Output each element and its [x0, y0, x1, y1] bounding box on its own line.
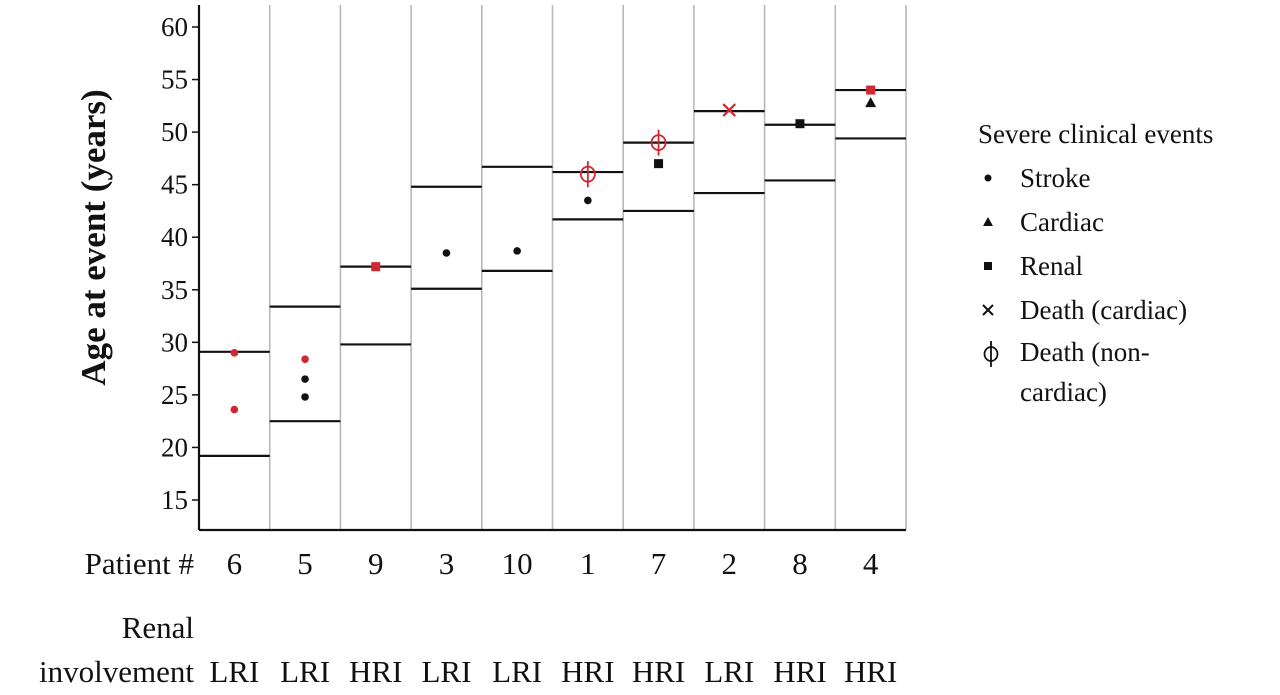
cardiac-event-point	[865, 97, 877, 108]
patient-id-label: 10	[502, 546, 533, 581]
stroke-event-point	[584, 196, 592, 205]
phi-icon	[978, 332, 1020, 376]
square-icon	[978, 244, 1020, 288]
legend-item-cardiac: Cardiac	[978, 200, 1278, 244]
y-tick-label: 60	[161, 12, 188, 42]
renal-involvement-label: LRI	[704, 654, 754, 689]
legend-item-renal: Renal	[978, 244, 1278, 288]
legend-label-death-cardiac: Death (cardiac)	[1020, 295, 1188, 325]
y-tick-label: 30	[161, 327, 188, 357]
triangle-icon	[978, 200, 1020, 244]
legend-title: Severe clinical events	[978, 119, 1214, 149]
renal-row-label: Renal	[122, 610, 194, 645]
renal-involvement-label: HRI	[561, 654, 614, 689]
y-tick-label: 45	[161, 170, 188, 200]
renal-involvement-label: HRI	[773, 654, 826, 689]
legend-label-renal: Renal	[1020, 251, 1083, 281]
stroke-event-point	[230, 405, 239, 414]
legend-label-cardiac: Cardiac	[1020, 207, 1104, 237]
renal-event-point	[371, 262, 381, 272]
renal-involvement-label: HRI	[844, 654, 897, 689]
renal-involvement-label: LRI	[492, 654, 542, 689]
patient-id-label: 6	[227, 546, 243, 581]
legend-item-death-noncardiac: Death (non-cardiac)	[978, 332, 1278, 412]
cross-icon	[978, 288, 1020, 332]
y-tick-label: 20	[161, 432, 188, 462]
renal-event-point	[654, 159, 664, 169]
y-tick-label: 55	[161, 65, 188, 95]
patient-id-label: 2	[722, 546, 738, 581]
y-tick-label: 15	[161, 485, 188, 515]
stroke-event-point	[301, 393, 309, 401]
patient-id-label: 9	[368, 546, 384, 581]
patient-id-label: 3	[439, 546, 455, 581]
legend-item-stroke: Stroke	[978, 156, 1278, 200]
renal-event-point	[866, 85, 876, 95]
renal-involvement-label: HRI	[632, 654, 685, 689]
renal-involvement-label: LRI	[421, 654, 471, 689]
stroke-event-point	[230, 349, 239, 357]
y-tick-label: 40	[161, 222, 188, 252]
renal-row-label: involvement	[39, 654, 194, 689]
renal-involvement-label: LRI	[209, 654, 259, 689]
patient-id-label: 8	[792, 546, 808, 581]
stroke-event-point	[442, 249, 451, 257]
patient-row-label: Patient #	[85, 546, 194, 581]
stroke-icon	[978, 156, 1020, 200]
y-tick-label: 50	[161, 117, 188, 147]
patient-id-label: 7	[651, 546, 667, 581]
stroke-event-point	[513, 247, 521, 255]
death-cardiac-event-point	[722, 103, 737, 117]
y-tick-label: 35	[161, 275, 188, 305]
legend-label-stroke: Stroke	[1020, 163, 1091, 193]
y-tick-label: 25	[161, 380, 188, 410]
stroke-event-point	[301, 375, 309, 383]
y-axis-title: Age at event (years)	[74, 89, 113, 385]
renal-involvement-label: HRI	[349, 654, 402, 689]
renal-event-point	[795, 119, 805, 129]
legend-item-death-cardiac: Death (cardiac)	[978, 288, 1278, 332]
patient-id-label: 4	[863, 546, 879, 581]
legend-label-death-noncardiac: Death (non-cardiac)	[1020, 337, 1150, 407]
stroke-event-point	[301, 355, 309, 363]
legend: Severe clinical events Stroke Cardiac Re…	[978, 112, 1278, 412]
patient-id-label: 5	[297, 546, 313, 581]
patient-id-label: 1	[580, 546, 596, 581]
renal-involvement-label: LRI	[280, 654, 330, 689]
